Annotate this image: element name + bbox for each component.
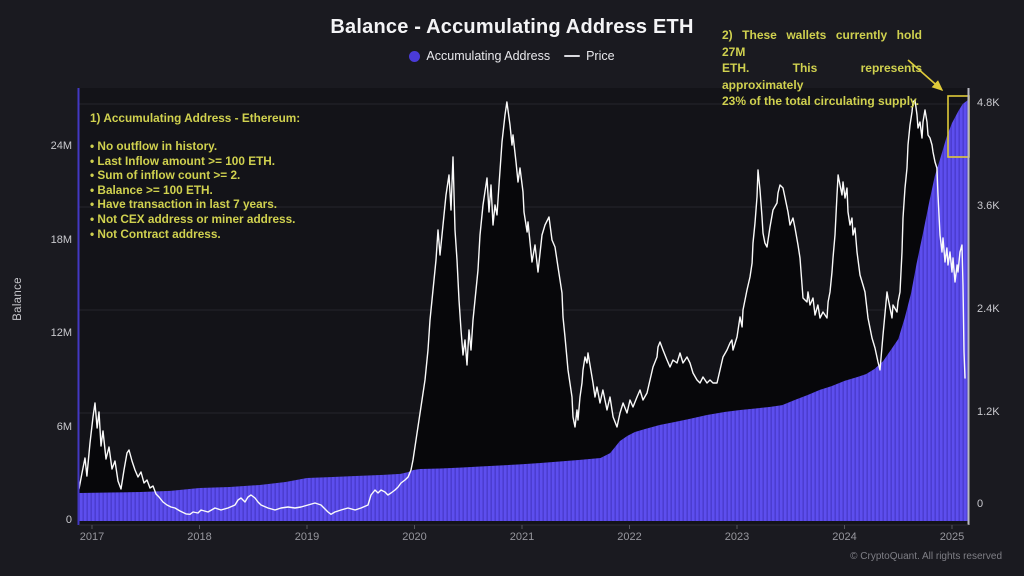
y-left-tick-label: 24M: [50, 140, 72, 152]
x-tick-label: 2025: [939, 531, 965, 543]
legend-label: Price: [586, 49, 615, 63]
y-right-tick-label: 3.6K: [977, 199, 1000, 212]
copyright-text: © CryptoQuant. All rights reserved: [850, 551, 1002, 562]
dot-icon: [409, 50, 421, 62]
callout-line: 23% of the total circulating supply.: [722, 94, 920, 109]
x-tick-label: 2023: [724, 531, 750, 543]
x-tick-label: 2020: [402, 531, 427, 543]
legend-label: Accumulating Address: [426, 49, 551, 63]
legend-item-price[interactable]: Price: [564, 49, 615, 63]
criteria-bullet: Sum of inflow count >= 2.: [90, 168, 300, 183]
criteria-bullet: Have transaction in last 7 years.: [90, 197, 300, 212]
criteria-annotation: 1) Accumulating Address - Ethereum: No o…: [90, 111, 300, 241]
criteria-bullet: Balance >= 100 ETH.: [90, 183, 300, 198]
y-left-tick-label: 18M: [50, 233, 72, 246]
callout-line: 2) These wallets currently hold 27M: [722, 28, 922, 59]
price-line: [78, 99, 966, 515]
x-tick-label: 2017: [79, 531, 105, 543]
legend-item-accumulating-address[interactable]: Accumulating Address: [409, 49, 550, 63]
line-icon: [564, 55, 581, 57]
criteria-bullet: Last Inflow amount >= 100 ETH.: [90, 154, 300, 169]
criteria-bullet: Not CEX address or miner address.: [90, 212, 300, 227]
y-left-tick-label: 6M: [56, 420, 72, 433]
y-left-tick-label: 12M: [50, 327, 72, 339]
chart-legend: Accumulating Address Price: [0, 49, 1024, 63]
y-axis-title: Balance: [11, 277, 24, 321]
y-right-tick-label: 1.2K: [977, 405, 1000, 418]
callout-annotation: 2) These wallets currently hold 27M ETH.…: [722, 27, 922, 110]
x-tick-label: 2022: [617, 531, 642, 543]
y-right-tick-label: 0: [977, 498, 984, 510]
criteria-bullet: No outflow in history.: [90, 139, 300, 154]
x-tick-label: 2018: [187, 531, 212, 543]
criteria-heading: 1) Accumulating Address - Ethereum:: [90, 111, 301, 125]
x-tick-label: 2021: [509, 531, 535, 543]
page-title: Balance - Accumulating Address ETH: [330, 16, 694, 38]
y-left-tick-label: 0: [65, 514, 72, 526]
y-right-tick-label: 4.8K: [977, 96, 1000, 109]
x-tick-label: 2019: [294, 531, 320, 543]
criteria-bullet: Not Contract address.: [90, 227, 300, 242]
callout-arrow-icon: [907, 59, 944, 92]
accumulating-address-area: [79, 99, 969, 522]
y-right-tick-label: 2.4K: [977, 302, 1000, 315]
x-tick-label: 2024: [832, 531, 857, 543]
callout-line: ETH. This represents approximately: [722, 61, 922, 92]
